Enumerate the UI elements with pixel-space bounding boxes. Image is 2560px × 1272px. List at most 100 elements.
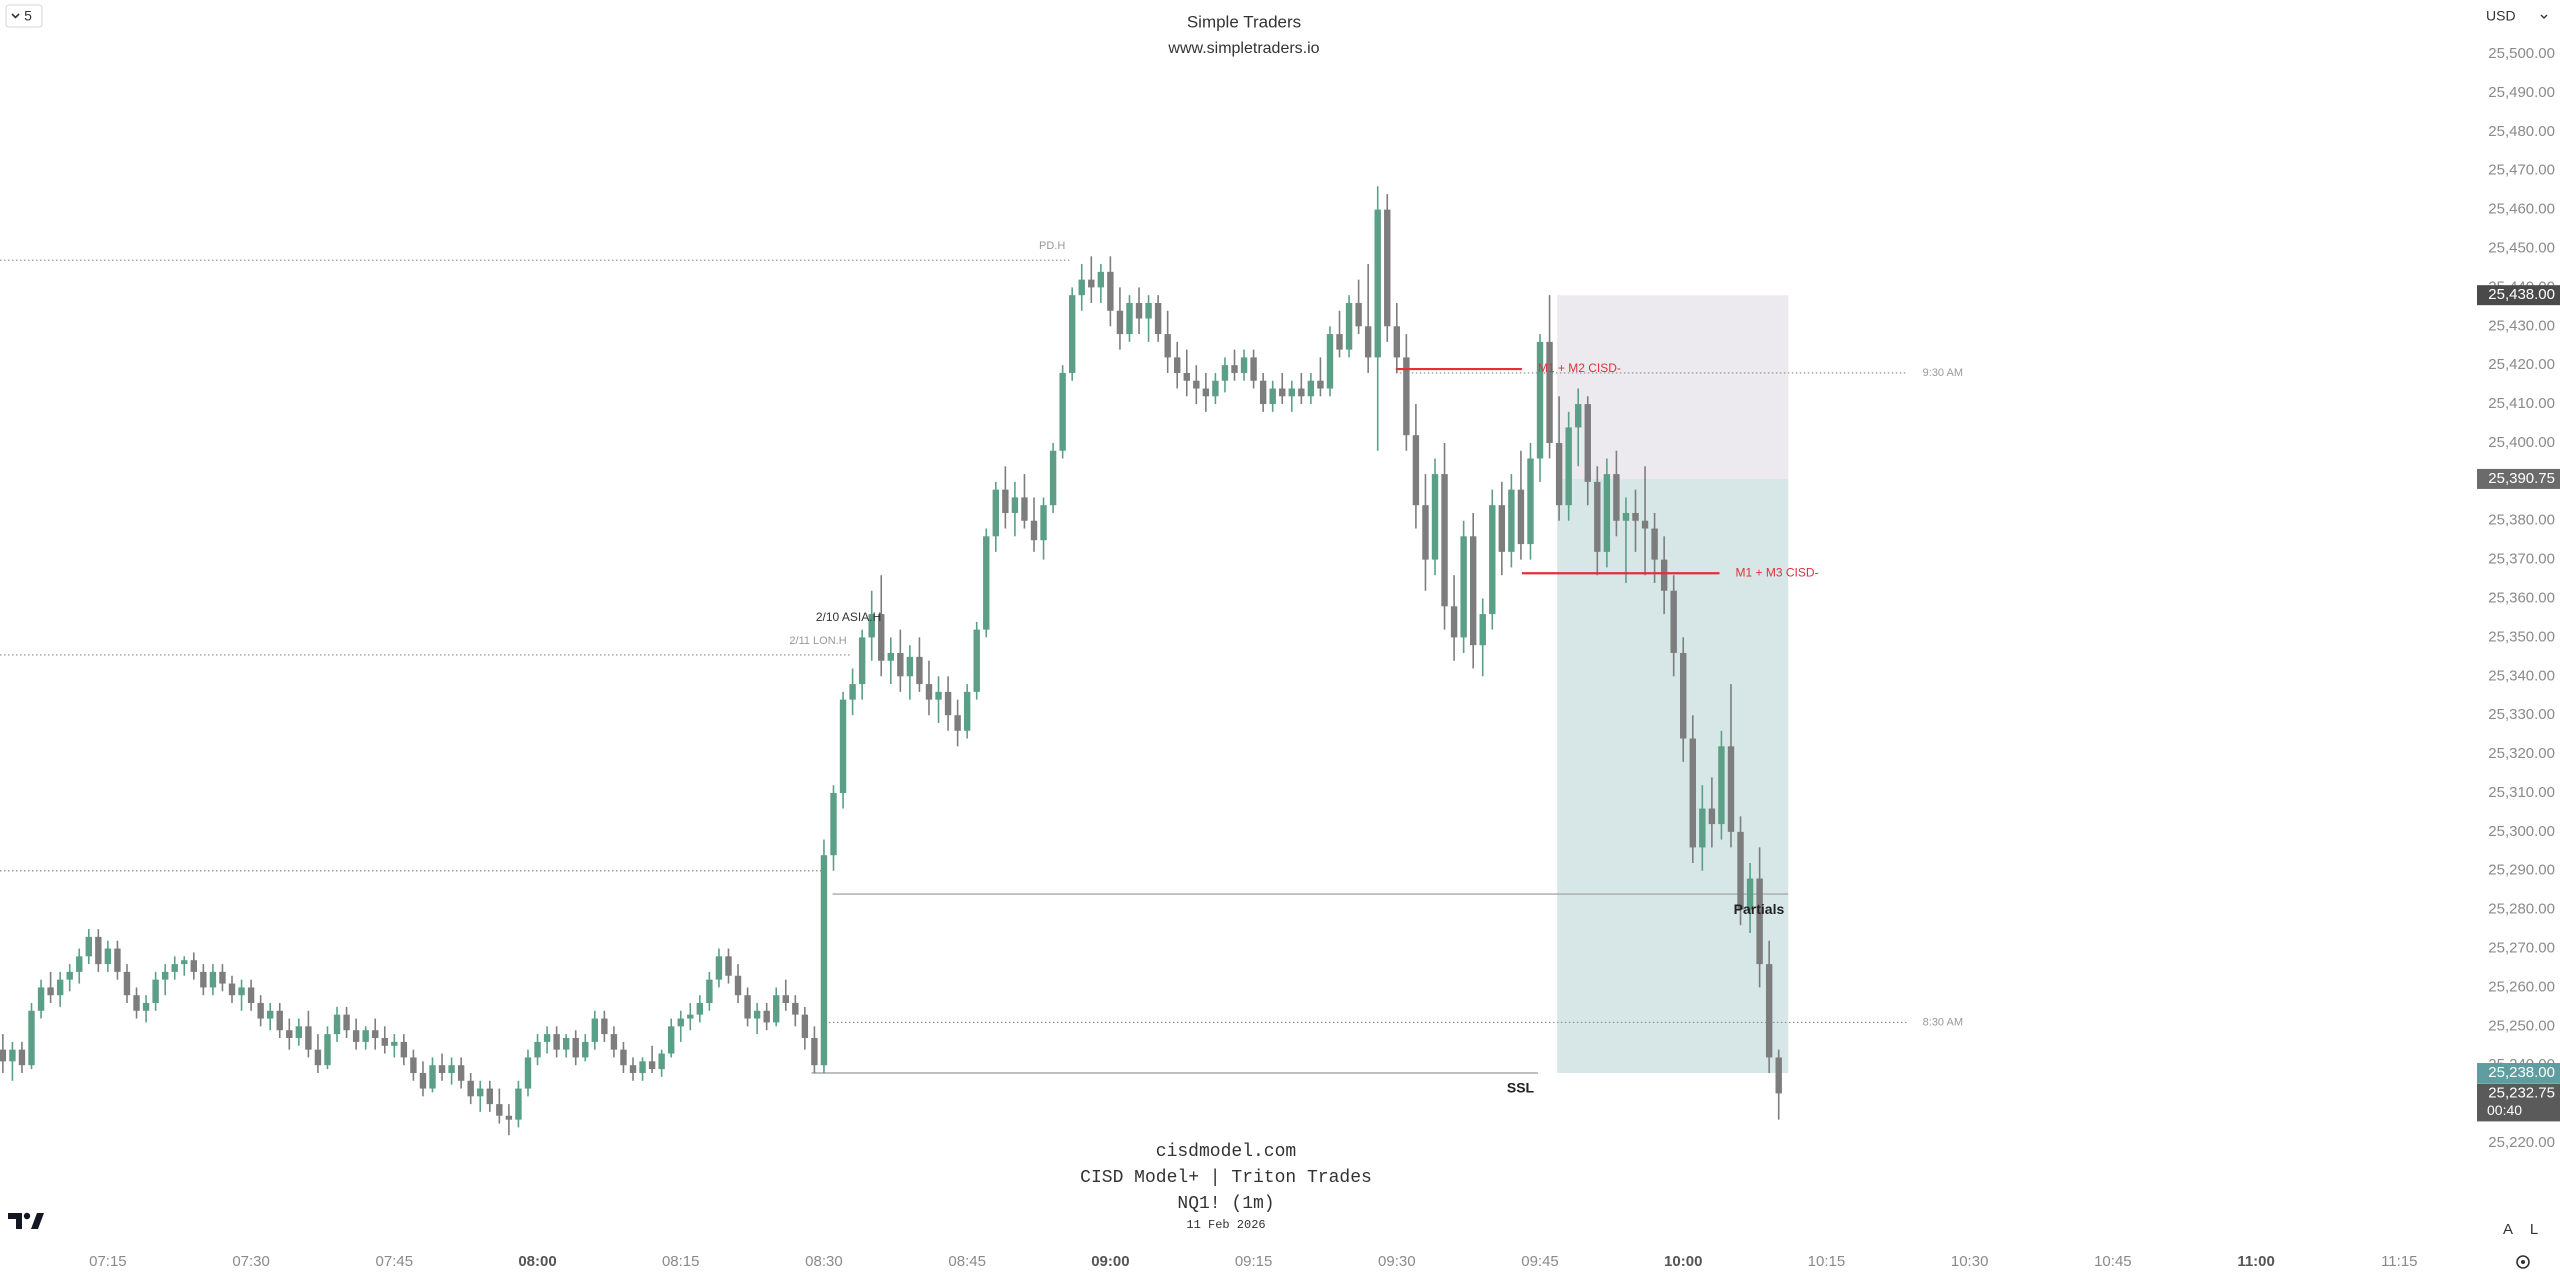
candle-body <box>1737 831 1744 910</box>
logo-part <box>8 1213 22 1229</box>
annotation: 2/10 ASIA.H <box>816 610 881 624</box>
candle-body <box>457 1065 465 1081</box>
candle-body <box>811 1037 818 1066</box>
candle-body <box>801 1014 809 1038</box>
candle-body <box>333 1014 341 1035</box>
candle-body <box>524 1057 532 1089</box>
timeframe-button[interactable]: 5 <box>5 4 43 28</box>
level-label: M1 + M2 CISD- <box>1538 361 1621 375</box>
candle-body <box>1498 505 1506 552</box>
candle-body <box>696 1002 704 1015</box>
currency-selector[interactable]: USD <box>2476 3 2558 29</box>
candle-body <box>228 983 236 996</box>
candle-body <box>1011 497 1019 513</box>
y-tick-label: 25,480.00 <box>2488 123 2555 140</box>
price-label-box <box>2477 1062 2560 1083</box>
candle-body <box>314 1049 322 1066</box>
candle-body <box>1307 380 1315 397</box>
timeframe-label[interactable]: 5 <box>24 8 32 24</box>
candle-body <box>1030 520 1038 541</box>
y-tick-label: 25,270.00 <box>2488 940 2555 957</box>
candle-body <box>1345 302 1353 350</box>
candle-body <box>639 1061 646 1073</box>
candle-body <box>305 1026 312 1050</box>
x-tick-label: 08:45 <box>948 1253 986 1270</box>
candle-body <box>753 1010 761 1019</box>
candle-body <box>1527 458 1534 545</box>
candle-body <box>553 1034 560 1050</box>
candle-body <box>820 855 828 1066</box>
candle-body <box>973 629 980 692</box>
candle-body <box>1450 606 1458 638</box>
y-tick-label: 25,320.00 <box>2488 745 2555 762</box>
axis-layer: 25,220.0025,230.0025,240.0025,250.0025,2… <box>2469 0 2560 1272</box>
candle-body <box>1479 614 1486 646</box>
candle-body <box>56 979 64 996</box>
candle-body <box>37 987 45 1011</box>
candle-body <box>782 995 789 1003</box>
candle-body <box>773 995 780 1023</box>
price-label: 25,390.75 <box>2488 470 2555 487</box>
candle-body <box>104 948 112 965</box>
candle-body <box>76 956 83 972</box>
x-tick-label: 08:00 <box>518 1253 556 1270</box>
candle-body <box>66 971 73 980</box>
candle-body <box>448 1065 455 1073</box>
candle-body <box>1651 528 1658 560</box>
candle-body <box>1765 964 1773 1058</box>
candle-body <box>601 1018 608 1035</box>
y-tick-label: 25,400.00 <box>2488 434 2555 451</box>
tradingview-logo[interactable] <box>8 1212 44 1229</box>
candle-body <box>868 614 875 638</box>
footer-site: cisdmodel.com <box>1156 1142 1296 1162</box>
candle-body <box>1279 388 1286 397</box>
x-tick-label: 08:30 <box>805 1253 843 1270</box>
x-tick-label: 07:45 <box>376 1253 414 1270</box>
candle-body <box>9 1049 16 1062</box>
candle-body <box>372 1030 379 1038</box>
timeframe-box[interactable] <box>5 4 43 28</box>
level-label: 9:30 AM <box>1923 367 1963 379</box>
y-tick-label: 25,290.00 <box>2488 862 2555 879</box>
candle-body <box>1584 404 1591 482</box>
currency-label[interactable]: USD <box>2486 8 2516 24</box>
y-tick-label: 25,470.00 <box>2488 162 2555 179</box>
candle-body <box>582 1041 589 1058</box>
y-tick-label: 25,330.00 <box>2488 706 2555 723</box>
candle-body <box>1059 372 1066 451</box>
candle-body <box>209 971 217 988</box>
currency-box[interactable] <box>2476 3 2558 29</box>
footer-date: 11 Feb 2026 <box>1186 1218 1265 1232</box>
candle-body <box>486 1088 493 1105</box>
candle-body <box>181 960 188 965</box>
y-tick-label: 25,490.00 <box>2488 84 2555 101</box>
candle-body <box>352 1030 360 1042</box>
candle-body <box>572 1037 579 1058</box>
logo-part <box>31 1213 44 1229</box>
candle-body <box>916 656 923 685</box>
y-tick-label: 25,220.00 <box>2488 1134 2555 1151</box>
price-label: 25,438.00 <box>2488 286 2555 303</box>
candle-body <box>763 1010 770 1023</box>
candle-body <box>1088 279 1095 288</box>
gear-icon[interactable] <box>2516 1255 2530 1269</box>
price-label-box <box>2477 285 2560 306</box>
auto-scale-button[interactable]: A <box>2503 1221 2513 1238</box>
candle-body <box>1002 489 1009 513</box>
candle-body <box>963 691 971 731</box>
level-label: 8:30 AM <box>1923 1016 1963 1028</box>
log-scale-button[interactable]: L <box>2530 1221 2538 1238</box>
candle-body <box>1145 302 1152 319</box>
candle-body <box>1374 209 1381 358</box>
settings-button[interactable] <box>2516 1255 2530 1269</box>
candle-body <box>0 1049 7 1062</box>
candle-body <box>1536 341 1544 459</box>
price-label: 25,238.00 <box>2488 1064 2555 1081</box>
candle-body <box>1135 302 1143 319</box>
candle-body <box>400 1041 408 1058</box>
candle-body <box>667 1026 675 1054</box>
candle-body <box>171 964 178 972</box>
candle-body <box>286 1030 293 1038</box>
candle-body <box>1603 474 1611 552</box>
candle-body <box>1097 271 1105 288</box>
